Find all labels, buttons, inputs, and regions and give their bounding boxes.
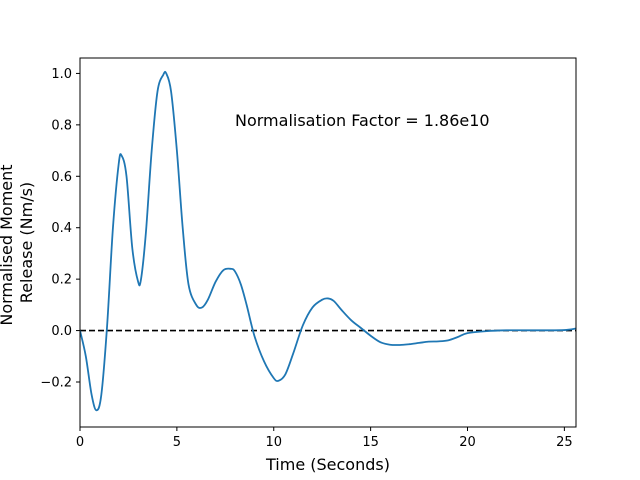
y-tick-label: 0.0 [51, 324, 72, 339]
x-tick-label: 5 [173, 435, 181, 450]
normalisation-factor-annotation: Normalisation Factor = 1.86e10 [235, 111, 490, 130]
y-tick-label: 0.4 [51, 221, 72, 236]
x-tick-label: 25 [556, 435, 573, 450]
y-tick-label: 1.0 [51, 67, 72, 82]
x-tick-label: 0 [76, 435, 84, 450]
x-tick-label: 10 [265, 435, 282, 450]
y-tick-label: 0.2 [51, 273, 72, 288]
axes-frame [79, 57, 577, 428]
y-tick-label: −0.2 [40, 376, 72, 391]
y-tick-label: 0.6 [51, 170, 72, 185]
x-tick-label: 20 [459, 435, 476, 450]
axes: 0 5 10 15 20 25 −0.2 0.0 0.2 0.4 0.6 0.8 1.0 [40, 57, 577, 450]
y-tick-label: 0.8 [51, 118, 72, 133]
y-axis-label-line-2: Release (Nm/s) [17, 182, 36, 303]
plot-area [80, 70, 576, 412]
data-series-line-0 [80, 70, 576, 412]
y-axis-label-line-1: Normalised Moment [0, 164, 16, 325]
x-axis-label: Time (Seconds) [265, 455, 390, 474]
y-axis-label: Normalised Moment Release (Nm/s) [0, 159, 36, 325]
x-tick-label: 15 [362, 435, 379, 450]
